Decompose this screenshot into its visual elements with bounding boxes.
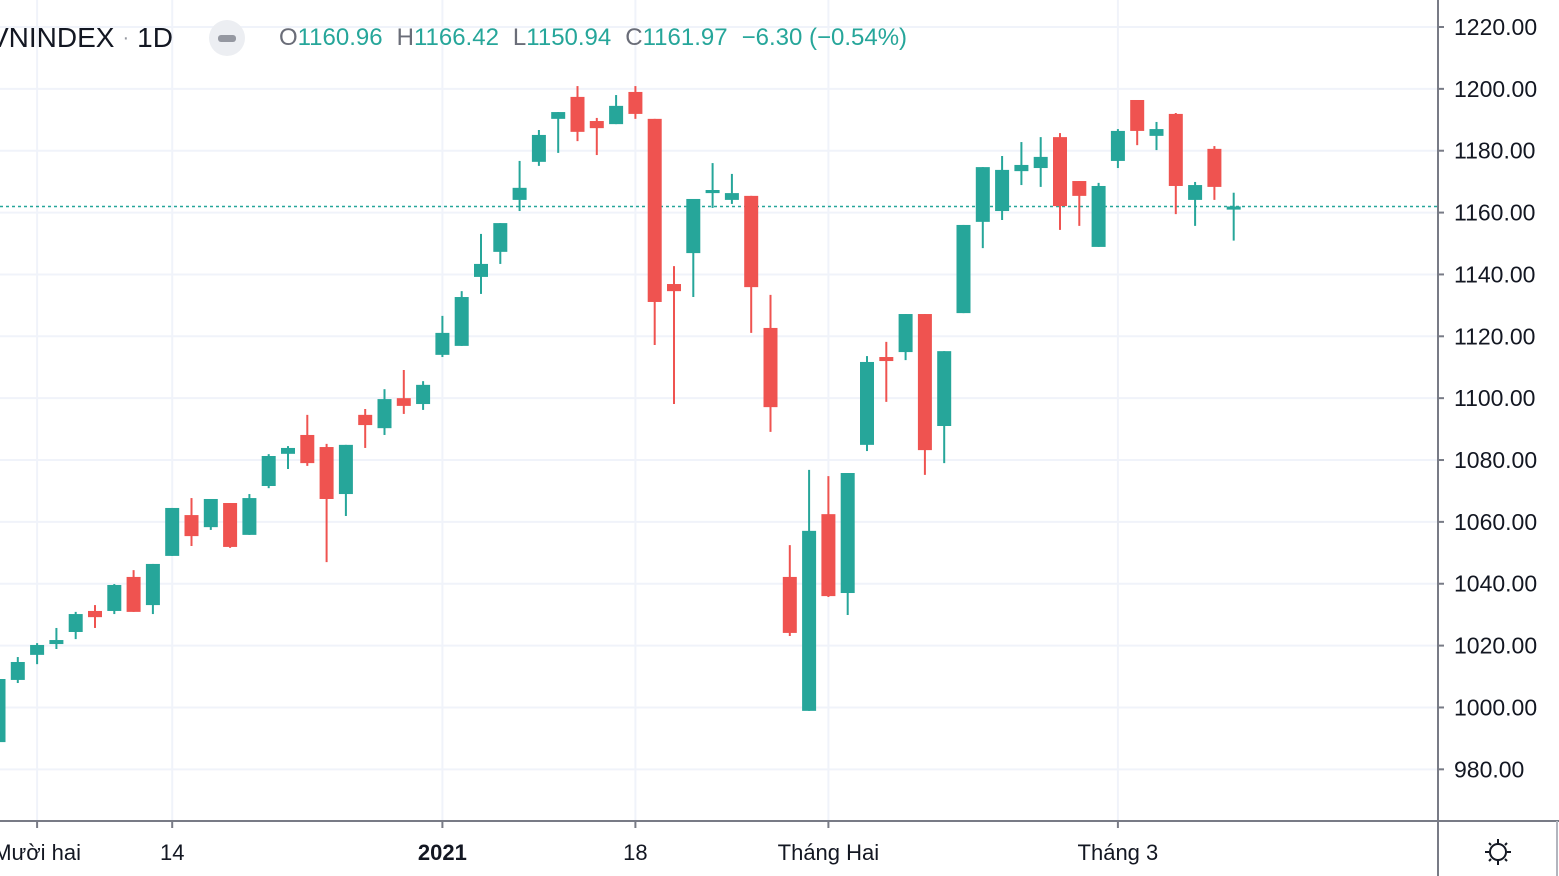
time-tick-label: 14 xyxy=(160,840,184,865)
candle-down xyxy=(358,414,373,426)
ohlc-high: H1166.42 xyxy=(396,24,499,51)
hide-legend-button[interactable] xyxy=(208,20,245,56)
ohlc-values: O1160.96 H1166.42 L1150.94 C1161.97 −6.3… xyxy=(279,24,907,52)
candle-up xyxy=(724,193,739,200)
legend-separator: · xyxy=(122,26,130,49)
series-legend: VNINDEX · 1D O1160.96 H1166.42 L1150.94 … xyxy=(0,18,907,58)
candle-up xyxy=(30,644,45,655)
price-tick-label: 1060.00 xyxy=(1454,509,1537,535)
candle-up xyxy=(338,444,353,495)
price-tick-label: 1160.00 xyxy=(1454,200,1535,226)
candle-down xyxy=(1053,137,1067,207)
candle-down xyxy=(628,91,643,114)
candle-down xyxy=(917,314,932,451)
price-tick-label: 1040.00 xyxy=(1454,571,1537,597)
candle-up xyxy=(1110,130,1125,161)
candle-down xyxy=(1072,181,1087,196)
candle-down xyxy=(184,515,199,537)
candle-up xyxy=(10,661,25,680)
price-tick-label: 1020.00 xyxy=(1454,633,1537,659)
candle-down xyxy=(589,121,604,129)
candle-up xyxy=(705,190,720,194)
candle-down xyxy=(1168,113,1183,186)
candle-down xyxy=(396,398,411,406)
price-tick-label: 1200.00 xyxy=(1454,76,1537,102)
time-tick-label: Tháng Hai xyxy=(778,840,880,865)
candle-up xyxy=(975,167,990,222)
candle-up xyxy=(1014,164,1029,172)
candle-down xyxy=(319,447,334,499)
candle-down xyxy=(744,195,759,288)
candle-up xyxy=(145,563,160,606)
ohlc-low: L1150.94 xyxy=(512,24,612,51)
candle-up xyxy=(840,473,855,594)
candle-up xyxy=(107,584,122,611)
minus-pill-icon xyxy=(217,34,236,42)
candle-down xyxy=(782,576,797,633)
time-tick-label: 2021 xyxy=(418,840,467,865)
candle-down xyxy=(1207,148,1222,187)
sun-gear-icon[interactable] xyxy=(1483,837,1513,867)
price-tick-label: 1080.00 xyxy=(1454,447,1537,473)
candle-down xyxy=(879,357,894,362)
candle-down xyxy=(763,327,778,408)
candle-up xyxy=(1226,206,1241,210)
time-tick-label: Mười hai xyxy=(0,840,81,865)
candle-up xyxy=(802,530,817,711)
candle-up xyxy=(609,105,624,125)
candle-up xyxy=(531,134,546,162)
candle-up xyxy=(956,224,971,314)
candle-up xyxy=(435,332,450,355)
candle-up xyxy=(493,223,508,252)
candle-up xyxy=(261,455,276,487)
axis-corner xyxy=(1439,822,1559,876)
candle-up xyxy=(860,361,874,445)
candle-up xyxy=(551,112,566,119)
candle-up xyxy=(203,498,218,528)
ohlc-change: −6.30 (−0.54%) xyxy=(741,24,908,51)
candle-up xyxy=(1091,185,1106,247)
resolution[interactable]: 1D xyxy=(137,22,173,53)
candle-down xyxy=(821,514,836,597)
candle-up xyxy=(512,187,527,200)
time-tick-label: 18 xyxy=(623,840,647,865)
candle-up xyxy=(377,399,392,429)
candle-up xyxy=(242,498,257,535)
ohlc-close: C1161.97 xyxy=(625,24,728,51)
candle-down xyxy=(88,610,102,618)
candle-up xyxy=(165,507,180,556)
price-tick-label: 1140.00 xyxy=(1454,261,1535,287)
price-tick-label: 1220.00 xyxy=(1454,14,1537,40)
candle-down xyxy=(223,503,238,547)
candle-down xyxy=(126,576,141,612)
ohlc-open: O1160.96 xyxy=(278,24,383,51)
candle-down xyxy=(300,434,315,464)
candle-down xyxy=(647,118,662,302)
price-tick-label: 1000.00 xyxy=(1454,694,1537,720)
time-tick-label: Tháng 3 xyxy=(1078,840,1159,865)
candle-up xyxy=(0,679,6,743)
price-tick-label: 1100.00 xyxy=(1454,385,1535,411)
candle-up xyxy=(454,297,469,346)
candle-up xyxy=(995,169,1010,212)
price-tick-label: 980.00 xyxy=(1454,756,1524,782)
candle-up xyxy=(1149,129,1164,136)
price-tick-label: 1120.00 xyxy=(1454,323,1535,349)
candle-up xyxy=(49,640,64,645)
candle-up xyxy=(474,263,488,277)
candle-up xyxy=(898,314,913,353)
candle-up xyxy=(937,351,952,426)
candle-up xyxy=(281,447,295,454)
candle-up xyxy=(68,614,83,632)
candle-down xyxy=(1130,99,1145,131)
price-tick-label: 1180.00 xyxy=(1454,138,1535,164)
candle-up xyxy=(416,384,431,405)
candle-down xyxy=(667,284,681,292)
symbol-name[interactable]: VNINDEX xyxy=(0,22,115,53)
candle-up xyxy=(1188,185,1203,200)
candle-up xyxy=(686,198,701,254)
candle-up xyxy=(1033,156,1048,169)
candle-down xyxy=(570,96,585,132)
